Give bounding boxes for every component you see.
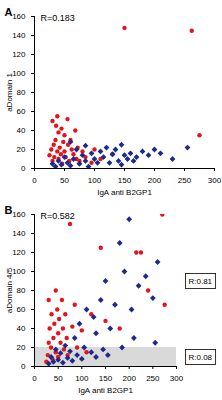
svg-text:150: 150 [99, 374, 113, 383]
svg-text:aDomain 1: aDomain 1 [5, 73, 14, 112]
svg-text:50: 50 [60, 176, 69, 185]
svg-text:100: 100 [75, 374, 89, 383]
svg-text:200: 200 [148, 176, 162, 185]
svg-text:100: 100 [12, 267, 26, 276]
svg-text:B: B [5, 204, 13, 216]
svg-text:R:0.08: R:0.08 [189, 353, 213, 362]
svg-text:0: 0 [32, 374, 37, 383]
svg-text:aDomain 4/5: aDomain 4/5 [5, 267, 14, 313]
svg-text:100: 100 [88, 176, 102, 185]
svg-text:40: 40 [17, 324, 26, 333]
svg-text:0: 0 [32, 176, 37, 185]
svg-text:150: 150 [118, 176, 132, 185]
svg-text:200: 200 [122, 374, 136, 383]
svg-text:250: 250 [178, 176, 192, 185]
svg-text:160: 160 [12, 210, 26, 219]
svg-text:R=0.582: R=0.582 [41, 211, 75, 221]
svg-text:100: 100 [12, 69, 26, 78]
svg-text:0: 0 [21, 362, 26, 371]
svg-text:300: 300 [208, 176, 222, 185]
svg-text:80: 80 [17, 286, 26, 295]
svg-text:R=0.183: R=0.183 [41, 13, 75, 23]
svg-text:0: 0 [21, 164, 26, 173]
svg-text:60: 60 [17, 107, 26, 116]
svg-text:40: 40 [17, 126, 26, 135]
svg-text:IgA anti B2GP1: IgA anti B2GP1 [78, 386, 133, 395]
svg-text:IgA anti B2GP1: IgA anti B2GP1 [97, 188, 152, 197]
svg-text:R:0.81: R:0.81 [189, 277, 213, 286]
svg-text:160: 160 [12, 12, 26, 21]
svg-text:250: 250 [146, 374, 160, 383]
svg-text:50: 50 [54, 374, 63, 383]
svg-text:120: 120 [12, 50, 26, 59]
svg-text:60: 60 [17, 305, 26, 314]
svg-text:A: A [5, 6, 13, 18]
svg-text:300: 300 [170, 374, 184, 383]
svg-text:80: 80 [17, 88, 26, 97]
svg-text:20: 20 [17, 343, 26, 352]
svg-text:120: 120 [12, 248, 26, 257]
svg-text:140: 140 [12, 229, 26, 238]
svg-text:140: 140 [12, 31, 26, 40]
svg-text:20: 20 [17, 145, 26, 154]
